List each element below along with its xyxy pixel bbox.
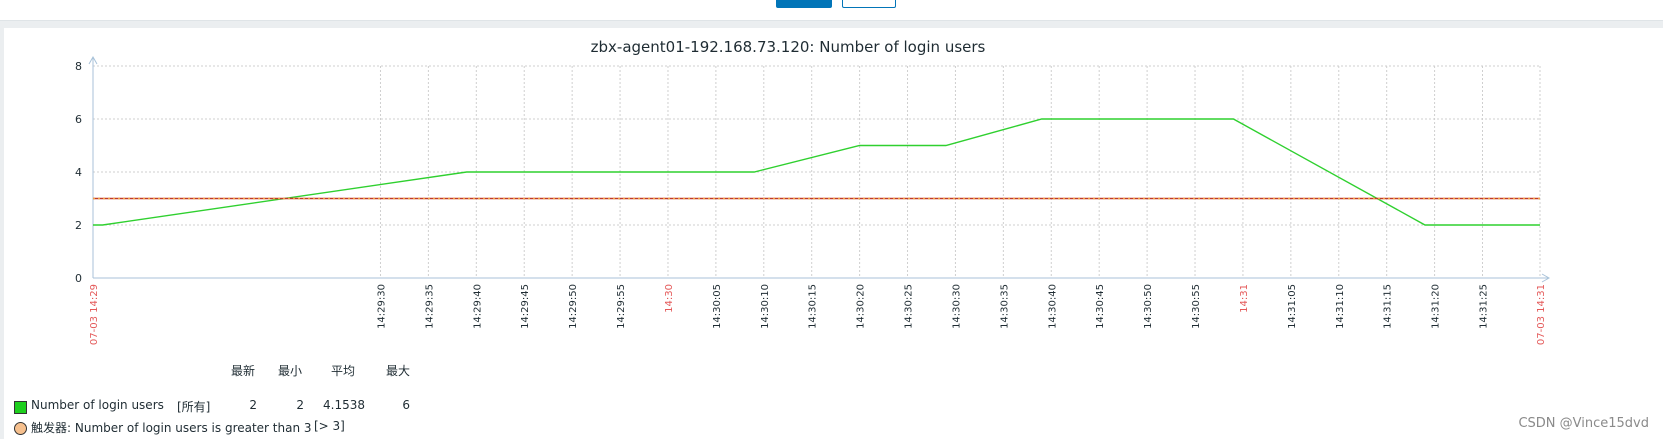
top-toolbar	[0, 0, 1663, 21]
x-tick-label: 14:30:05	[712, 284, 723, 329]
x-tick-label: 14:29:45	[520, 284, 531, 329]
x-tick-label: 14:29:30	[376, 284, 387, 329]
y-tick-label: 2	[75, 219, 82, 232]
x-tick-label: 14:30	[664, 284, 675, 313]
y-tick-label: 0	[75, 272, 82, 285]
x-tick-label: 14:31	[1239, 284, 1250, 313]
x-tick-label: 14:31:15	[1383, 284, 1394, 329]
x-tick-label: 14:30:45	[1095, 284, 1106, 329]
x-tick-label: 14:30:20	[856, 284, 867, 329]
x-tick-label: 14:30:25	[904, 284, 915, 329]
x-tick-label: 14:30:50	[1143, 284, 1154, 329]
grid	[93, 65, 1541, 278]
x-tick-label: 14:29:40	[472, 284, 483, 329]
y-tick-label: 4	[75, 166, 82, 179]
y-tick-label: 8	[75, 60, 82, 73]
x-tick-label: 14:29:55	[616, 284, 627, 329]
x-tick-label: 14:29:35	[424, 284, 435, 329]
x-tick-label: 14:30:55	[1191, 284, 1202, 329]
watermark: CSDN @Vince15dvd	[1518, 416, 1649, 431]
x-tick-label: 14:31:25	[1479, 284, 1490, 329]
chart-title: zbx-agent01-192.168.73.120: Number of lo…	[591, 38, 986, 56]
x-tick-label: 14:30:15	[808, 284, 819, 329]
x-tick-label: 14:31:05	[1287, 284, 1298, 329]
y-tick-label: 6	[75, 113, 82, 126]
x-tick-label: 14:30:40	[1047, 284, 1058, 329]
x-tick-label: 14:29:50	[568, 284, 579, 329]
x-tick-label: 14:31:10	[1335, 284, 1346, 329]
x-tick-label: 07-03 14:29	[89, 284, 100, 345]
x-tick-label: 14:31:20	[1431, 284, 1442, 329]
y-axis: 0 2 4 6 8	[75, 55, 98, 285]
x-tick-label: 14:30:10	[760, 284, 771, 329]
primary-button[interactable]	[776, 0, 832, 8]
x-tick-label: 14:30:35	[999, 284, 1010, 329]
secondary-button[interactable]	[842, 0, 896, 8]
y-axis-arrow	[88, 55, 98, 65]
graph-panel	[4, 28, 1663, 439]
x-axis-arrow	[1541, 273, 1551, 283]
x-tick-label: 14:30:30	[951, 284, 962, 329]
x-tick-label: 07-03 14:31	[1536, 284, 1547, 345]
x-axis: 07-03 14:29 14:29:30 14:29:35 14:29:40 14:29…	[89, 273, 1551, 345]
